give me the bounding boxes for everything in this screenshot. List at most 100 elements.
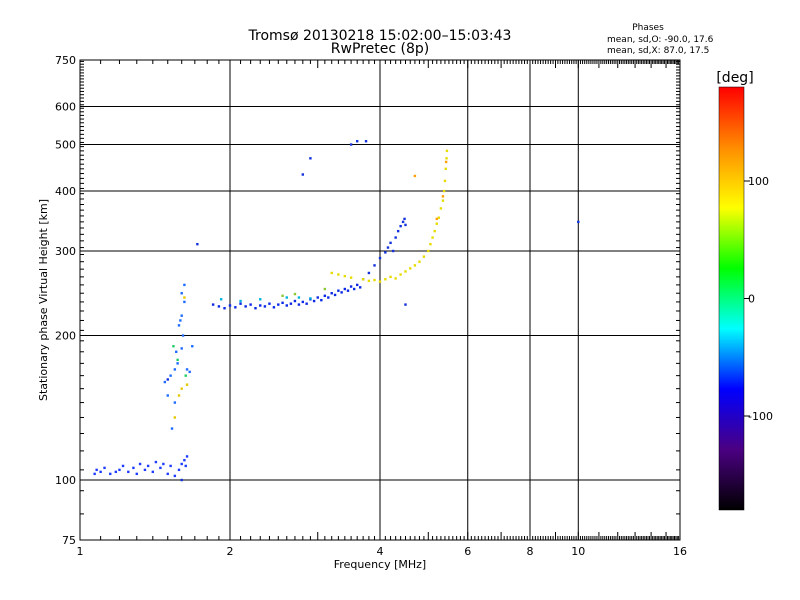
data-point xyxy=(343,274,347,278)
data-point xyxy=(179,319,182,322)
data-point xyxy=(384,278,387,281)
data-point xyxy=(173,368,177,371)
colorbar-tick-label: 0 xyxy=(748,293,755,306)
data-point xyxy=(135,472,138,476)
grid-lines xyxy=(80,60,680,540)
chart-subtitle: RwPretec (8p) xyxy=(331,41,429,57)
data-point xyxy=(285,296,288,299)
data-point xyxy=(378,280,382,283)
data-point xyxy=(445,149,449,153)
data-point xyxy=(244,305,247,308)
data-point xyxy=(281,294,284,297)
data-point xyxy=(312,299,316,303)
data-point xyxy=(399,224,402,228)
data-point xyxy=(163,380,167,384)
data-point xyxy=(285,304,288,307)
data-point xyxy=(301,173,305,176)
data-point xyxy=(293,292,297,296)
data-point xyxy=(442,189,446,193)
axis-ticks xyxy=(79,60,681,541)
data-point xyxy=(239,299,242,303)
data-point xyxy=(337,289,340,292)
data-point xyxy=(427,249,430,253)
data-point xyxy=(183,300,186,304)
data-point xyxy=(180,292,183,295)
data-point xyxy=(355,283,359,287)
data-point xyxy=(340,291,343,294)
data-point xyxy=(399,273,402,276)
data-point xyxy=(429,242,432,246)
data-point xyxy=(169,374,172,377)
data-point xyxy=(367,271,371,275)
data-point xyxy=(177,468,181,472)
data-point xyxy=(309,297,312,300)
x-tick-label: 8 xyxy=(527,545,534,558)
data-point xyxy=(316,296,319,299)
data-point xyxy=(272,306,276,309)
data-point xyxy=(143,468,147,472)
x-axis-label: Frequency [MHz] xyxy=(334,558,426,571)
data-point xyxy=(327,296,330,299)
y-tick-label: 600 xyxy=(55,101,76,114)
data-point xyxy=(333,293,337,297)
colorbar-tick-label: 100 xyxy=(748,175,769,188)
data-point xyxy=(361,278,365,281)
data-point xyxy=(389,241,392,245)
data-point xyxy=(173,416,177,419)
data-point xyxy=(114,470,118,474)
data-point xyxy=(439,207,443,210)
data-point xyxy=(173,474,177,478)
y-tick-label: 200 xyxy=(55,330,76,343)
data-point xyxy=(349,276,353,279)
data-point xyxy=(413,264,417,267)
y-tick-label: 750 xyxy=(55,54,76,67)
data-point xyxy=(239,302,242,305)
x-tick-label: 16 xyxy=(673,545,687,558)
data-point xyxy=(373,278,376,282)
data-point xyxy=(254,307,257,310)
x-tick-label: 4 xyxy=(377,545,384,558)
data-point xyxy=(441,199,445,202)
data-point xyxy=(166,378,169,381)
data-point xyxy=(384,251,387,254)
data-point xyxy=(217,305,221,308)
data-point xyxy=(177,324,181,327)
data-point xyxy=(323,287,327,291)
data-point xyxy=(431,236,434,239)
data-point xyxy=(188,370,191,374)
colorbar-tick-label: -100 xyxy=(748,410,773,423)
data-point xyxy=(343,287,347,291)
data-point xyxy=(435,217,438,221)
x-tick-label: 1 xyxy=(77,545,84,558)
data-point xyxy=(175,350,178,353)
data-point xyxy=(183,296,186,299)
data-point xyxy=(277,303,280,306)
data-point xyxy=(185,368,189,371)
data-point xyxy=(184,464,187,468)
data-point xyxy=(349,143,353,146)
data-point xyxy=(146,464,150,468)
data-point xyxy=(433,229,436,233)
data-point xyxy=(404,303,407,306)
data-point xyxy=(95,468,98,472)
data-point xyxy=(132,466,135,470)
data-point xyxy=(297,296,301,299)
data-point xyxy=(391,249,395,253)
data-point xyxy=(293,299,297,303)
data-point xyxy=(386,246,390,249)
stats-heading: Phases xyxy=(632,23,664,33)
data-point xyxy=(396,229,400,233)
data-point xyxy=(441,195,445,198)
data-point xyxy=(185,455,189,458)
data-point xyxy=(219,298,223,301)
data-point xyxy=(409,267,412,270)
data-point xyxy=(413,174,417,178)
data-point xyxy=(349,285,353,288)
data-point xyxy=(211,303,215,306)
data-point xyxy=(180,462,183,466)
data-point xyxy=(196,242,199,246)
data-point xyxy=(173,401,177,404)
data-point xyxy=(183,458,186,462)
data-point xyxy=(330,271,333,275)
data-point xyxy=(445,157,448,160)
